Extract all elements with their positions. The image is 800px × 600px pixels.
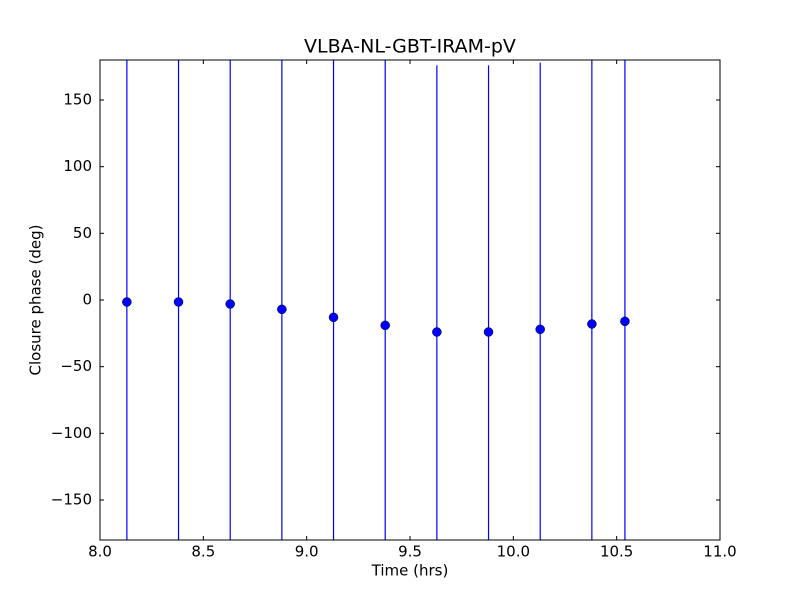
data-point: [328, 312, 339, 323]
x-tick-label: 10.5: [600, 543, 633, 561]
x-tick-label: 8.5: [191, 543, 215, 561]
data-point: [432, 327, 442, 337]
y-tick-label: 0: [82, 291, 92, 309]
x-tick-label: 9.0: [295, 543, 319, 561]
x-tick-label: 8.0: [88, 543, 112, 561]
y-tick-label: 150: [63, 91, 92, 109]
y-axis-label: Closure phase (deg): [27, 225, 45, 376]
data-point: [173, 297, 184, 307]
data-point: [535, 324, 545, 335]
data-point: [225, 299, 235, 309]
data-point: [620, 316, 630, 327]
y-tick-label: 50: [73, 224, 92, 242]
y-tick-label: −50: [60, 357, 92, 375]
x-tick-label: 9.5: [398, 543, 422, 561]
plot-area: [122, 60, 630, 540]
y-tick-label: −150: [51, 491, 92, 509]
y-tick-label: 100: [63, 157, 92, 175]
x-tick-label: 11.0: [703, 543, 736, 561]
data-point: [380, 320, 390, 331]
x-axis-label: Time (hrs): [371, 562, 449, 580]
data-point: [587, 319, 597, 329]
data-point: [277, 304, 287, 315]
data-point: [122, 297, 132, 307]
data-point: [483, 327, 494, 337]
chart-title: VLBA-NL-GBT-IRAM-pV: [304, 36, 516, 58]
y-tick-label: −100: [51, 424, 92, 442]
x-tick-label: 10.0: [497, 543, 530, 561]
